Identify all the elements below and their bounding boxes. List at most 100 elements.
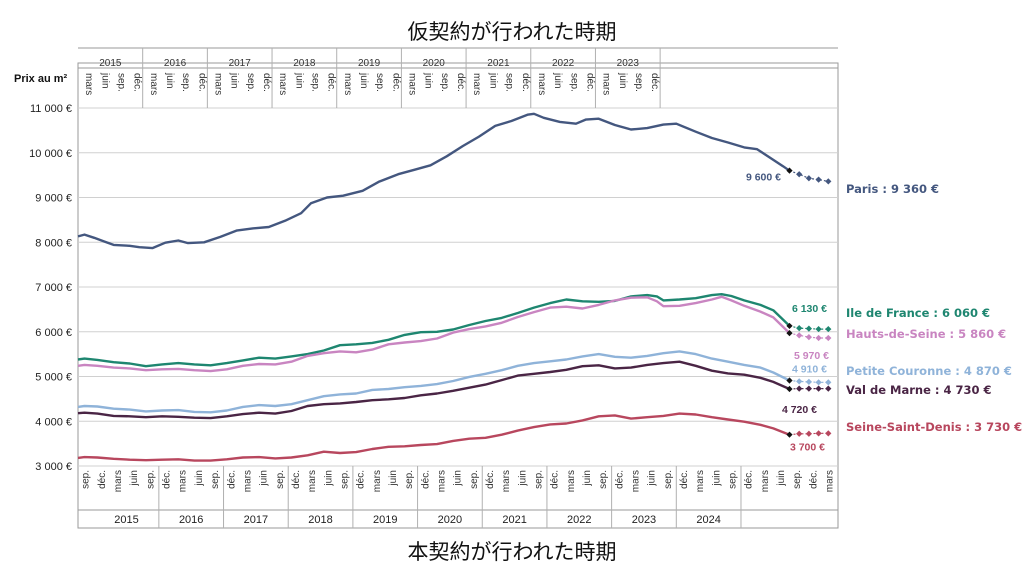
top-month-label: juin: [229, 72, 240, 89]
top-month-label: déc.: [326, 73, 337, 92]
top-month-label: mars: [148, 73, 159, 95]
bottom-month-label: mars: [631, 470, 642, 492]
forecast-point: [796, 325, 803, 332]
series-forecast-line: [789, 332, 829, 339]
bottom-month-label: déc.: [679, 470, 690, 489]
forecast-point: [786, 322, 793, 330]
bottom-month-label: mars: [501, 470, 512, 492]
bottom-month-label: mars: [695, 470, 706, 492]
bottom-month-label: juin: [194, 470, 205, 487]
y-tick-label: 6 000 €: [35, 327, 72, 339]
forecast-point: [805, 385, 813, 392]
bottom-month-label: déc.: [356, 470, 367, 489]
series-line-val-de-marne: [77, 360, 790, 420]
bottom-month-label: juin: [129, 470, 140, 487]
top-month-label: sep.: [504, 73, 515, 92]
top-month-label: sep.: [245, 73, 256, 92]
top-month-label: mars: [407, 73, 418, 95]
top-axis-title: 仮契約が行われた時期: [407, 20, 617, 44]
bottom-axis-title: 本契約が行われた時期: [407, 540, 617, 564]
bottom-year-label: 2018: [308, 514, 332, 526]
series-point-label: 3 700 €: [790, 442, 825, 454]
series-point-label: 5 970 €: [794, 350, 829, 362]
bottom-month-label: mars: [113, 470, 124, 492]
forecast-point: [796, 430, 803, 437]
bottom-month-label: mars: [566, 470, 577, 492]
forecast-point: [825, 178, 832, 185]
top-year-label: 2017: [229, 58, 252, 69]
forecast-point: [805, 430, 813, 437]
y-tick-label: 8 000 €: [35, 237, 72, 249]
top-month-label: juin: [99, 72, 110, 89]
top-month-label: juin: [423, 72, 434, 89]
bottom-year-label: 2021: [502, 514, 526, 526]
bottom-month-label: juin: [582, 470, 593, 487]
bottom-month-label: mars: [178, 470, 189, 492]
bottom-month-label: mars: [436, 470, 447, 492]
y-tick-label: 3 000 €: [35, 461, 72, 473]
bottom-month-label: sep.: [663, 470, 674, 489]
forecast-point: [815, 379, 822, 386]
forecast-point: [815, 385, 822, 392]
top-month-label: déc.: [455, 73, 466, 92]
series-line-hauts-de-seine: [77, 295, 791, 373]
bottom-month-label: sep.: [275, 470, 286, 489]
series-forecast-line: [789, 432, 829, 436]
forecast-point: [815, 325, 822, 333]
bottom-month-label: juin: [323, 470, 334, 487]
top-month-label: mars: [536, 73, 547, 95]
top-month-label: déc.: [584, 73, 595, 92]
y-tick-label: 4 000 €: [35, 416, 72, 428]
forecast-point: [815, 176, 822, 183]
series-line-ile-de-france: [77, 293, 791, 368]
series-forecast-line: [789, 379, 829, 383]
top-month-label: sep.: [439, 73, 450, 92]
top-month-label: mars: [83, 73, 94, 95]
bottom-month-label: juin: [259, 470, 270, 487]
forecast-point: [786, 431, 793, 438]
top-year-label: 2021: [487, 58, 510, 69]
top-month-label: juin: [487, 72, 498, 89]
bottom-month-label: sep.: [404, 470, 415, 489]
top-month-label: mars: [471, 73, 482, 95]
series-line-paris: [77, 112, 791, 250]
series-end-label: Val de Marne : 4 730 €: [846, 383, 992, 397]
bottom-month-label: déc.: [291, 470, 302, 489]
bottom-month-label: juin: [711, 470, 722, 487]
bottom-month-label: déc.: [162, 470, 173, 489]
forecast-point: [796, 378, 803, 385]
bottom-month-label: juin: [647, 470, 658, 487]
top-year-label: 2022: [552, 58, 575, 69]
top-month-label: déc.: [132, 73, 143, 92]
forecast-point: [796, 385, 803, 392]
top-month-label: sep.: [310, 73, 321, 92]
bottom-month-label: sep.: [81, 470, 92, 489]
bottom-month-label: sep.: [533, 470, 544, 489]
forecast-point: [825, 334, 832, 342]
bottom-month-label: juin: [776, 470, 787, 487]
forecast-point: [825, 385, 832, 392]
series-line-seine-saint-denis: [77, 412, 790, 462]
y-tick-label: 7 000 €: [35, 282, 72, 294]
top-month-label: juin: [164, 72, 175, 89]
top-year-label: 2015: [99, 58, 122, 69]
bottom-month-label: déc.: [226, 470, 237, 489]
series-end-label: Petite Couronne : 4 870 €: [846, 364, 1012, 378]
bottom-month-label: déc.: [808, 470, 819, 489]
bottom-month-label: sep.: [598, 470, 609, 489]
forecast-point: [825, 379, 832, 386]
bottom-month-label: mars: [307, 470, 318, 492]
top-month-label: déc.: [390, 73, 401, 92]
y-tick-label: 9 000 €: [35, 193, 72, 205]
top-year-label: 2019: [358, 58, 381, 69]
top-year-label: 2016: [164, 58, 187, 69]
bottom-month-label: déc.: [97, 470, 108, 489]
forecast-point: [825, 325, 832, 333]
y-axis-unit-label: Prix au m²: [14, 73, 68, 85]
forecast-point: [815, 334, 822, 342]
bottom-month-label: sep.: [728, 470, 739, 489]
series-end-label: Hauts-de-Seine : 5 860 €: [846, 327, 1006, 341]
bottom-year-label: 2015: [114, 514, 138, 526]
top-month-label: sep.: [116, 73, 127, 92]
bottom-month-label: juin: [388, 470, 399, 487]
